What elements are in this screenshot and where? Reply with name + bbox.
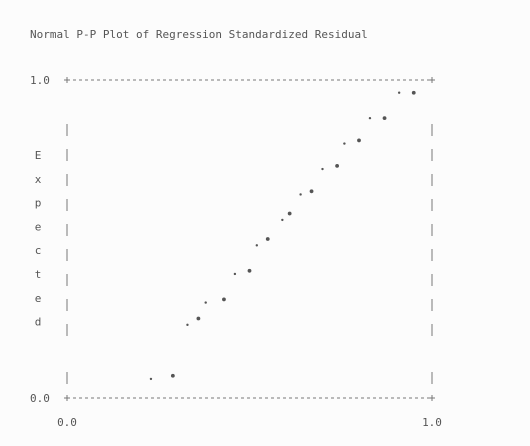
y-axis-title-letter: E [35,149,42,162]
data-point [247,268,252,273]
y-tick-label: 1.0 [30,74,50,87]
data-point [233,272,237,276]
data-point [170,373,175,378]
y-axis-title-letter: d [35,316,42,329]
chart-title: Normal P-P Plot of Regression Standardiz… [30,28,368,41]
data-point [368,116,372,120]
data-point [343,142,346,145]
data-point [411,90,416,95]
y-axis-title-letter: p [35,197,42,210]
x-tick-label: 0.0 [57,416,77,429]
data-points [149,90,416,381]
y-axis-title-letter: c [35,244,42,257]
data-point [196,316,201,321]
data-point [335,163,339,168]
y-axis-title-letter: e [35,220,42,233]
x-tick-label: 1.0 [422,416,442,429]
data-point [149,377,153,381]
y-axis-title-letter: e [35,292,42,305]
data-point [397,91,401,94]
data-point [321,167,324,171]
data-point [222,297,226,302]
data-point [265,237,270,241]
plot-frame [64,77,435,401]
data-point [382,116,387,121]
y-tick-label: 0.0 [30,392,50,405]
data-point [255,244,258,247]
y-axis-title-letter: t [35,268,42,281]
data-point [281,218,284,222]
data-point [357,138,361,143]
data-point [204,301,207,304]
tick-labels: 1.0 0.0 0.0 1.0 [30,74,442,429]
y-axis-title-letter: x [35,173,42,186]
data-point [287,211,292,216]
data-point [309,189,314,194]
data-point [186,323,189,327]
data-point [299,193,302,196]
